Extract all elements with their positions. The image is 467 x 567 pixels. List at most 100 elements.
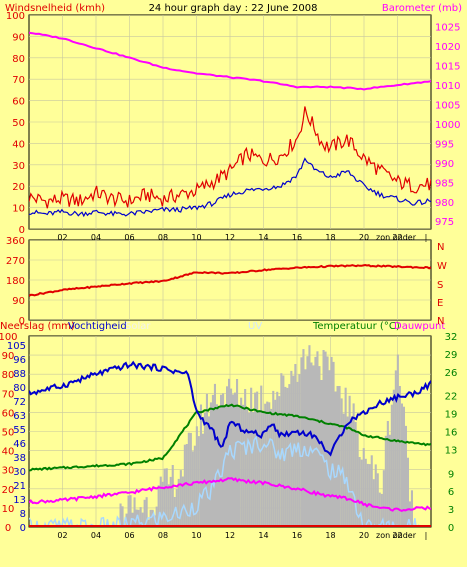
solar-bar: [379, 493, 381, 527]
solar-bar: [335, 392, 337, 528]
x-tick-label: 18: [325, 531, 335, 540]
solar-bar: [288, 384, 290, 527]
y-tick-label-humidity: 30: [13, 467, 26, 478]
y-tick-label-wind: 80: [12, 54, 25, 65]
solar-bar: [260, 386, 262, 527]
solar-bar: [248, 413, 250, 527]
uv-header: UV: [248, 321, 262, 332]
x-tick-label: 14: [258, 531, 268, 540]
y-tick-label-wind: 70: [12, 75, 25, 86]
solar-bar: [363, 448, 365, 527]
solar-bar: [278, 396, 280, 527]
x-tick-label: 20: [359, 531, 369, 540]
solar-header: Solar: [125, 321, 151, 332]
y-tick-label-wind: 30: [12, 161, 25, 172]
y-tick-label-humidity: 21: [13, 481, 26, 492]
solar-bar: [240, 398, 242, 527]
y-tick-label-humidity: 8: [20, 509, 26, 520]
x-tick-label-midnight: |: [425, 531, 428, 540]
y-tick-label-temperature: 6: [448, 487, 454, 498]
sunset-label: zon onder: [376, 233, 417, 242]
y-tick-label-wind: 100: [6, 11, 25, 22]
y-tick-label-direction: 0: [19, 316, 25, 327]
y-tick-label-temperature: 9: [448, 469, 454, 480]
y-tick-label-rain: 0: [5, 523, 11, 534]
x-tick-label: 06: [124, 531, 134, 540]
x-tick-label: 16: [292, 531, 302, 540]
solar-bar: [314, 357, 316, 527]
solar-bar: [373, 479, 375, 527]
y-tick-label-barometer: 980: [435, 198, 454, 209]
solar-bar: [200, 405, 202, 528]
sunset-label: zon onder: [376, 531, 417, 540]
compass-label: S: [437, 280, 443, 291]
y-tick-label-barometer: 1015: [435, 62, 460, 73]
solar-bar: [276, 392, 278, 527]
solar-bar: [345, 388, 347, 527]
wind-direction-grid: [29, 240, 431, 320]
solar-bar: [310, 363, 312, 528]
y-tick-label-temperature: 0: [448, 523, 454, 534]
y-tick-label-barometer: 1025: [435, 23, 460, 34]
solar-bar: [274, 400, 276, 527]
solar-bar: [308, 345, 310, 527]
solar-bar: [214, 384, 216, 527]
solar-bar: [242, 405, 244, 527]
solar-bar: [393, 390, 395, 527]
solar-bar: [387, 421, 389, 527]
y-tick-label-humidity: 38: [13, 453, 26, 464]
compass-label: E: [437, 298, 443, 309]
y-tick-label-wind: 90: [12, 32, 25, 43]
y-tick-label-barometer: 995: [435, 139, 454, 150]
solar-bar: [210, 402, 212, 527]
solar-bar: [306, 356, 308, 527]
solar-bar: [218, 408, 220, 527]
solar-bar: [246, 408, 248, 527]
solar-bar: [220, 395, 222, 527]
y-tick-label-humidity: 63: [13, 411, 26, 422]
y-tick-label-temperature: 22: [445, 392, 458, 403]
y-tick-label-humidity: 0: [20, 523, 26, 534]
solar-bar: [369, 464, 371, 527]
y-tick-label-temperature: 32: [445, 332, 458, 343]
y-tick-label-temperature: 16: [445, 428, 458, 439]
solar-bar: [321, 380, 323, 527]
solar-bar: [339, 386, 341, 527]
solar-bar: [254, 393, 256, 527]
solar-bar: [206, 394, 208, 527]
graph-title: 24 hour graph day : 22 June 2008: [149, 3, 318, 14]
compass-label: N: [437, 316, 444, 327]
humidity-header: Vochtigheid: [68, 321, 127, 332]
solar-bar: [128, 496, 130, 528]
solar-bar: [375, 464, 377, 527]
x-tick-label: 10: [191, 531, 201, 540]
y-tick-label-humidity: 80: [13, 383, 26, 394]
compass-label: N: [437, 242, 444, 253]
solar-bar: [403, 407, 405, 527]
y-tick-label-barometer: 990: [435, 159, 454, 170]
y-tick-label-direction: 270: [6, 256, 25, 267]
solar-bar: [401, 404, 403, 528]
y-tick-label-humidity: 46: [13, 439, 26, 450]
x-tick-label: 08: [158, 531, 168, 540]
x-tick-label: 12: [225, 531, 235, 540]
y-tick-label-wind: 60: [12, 97, 25, 108]
solar-bar: [258, 411, 260, 527]
solar-bar: [399, 386, 401, 527]
y-tick-label-barometer: 1005: [435, 100, 460, 111]
y-tick-label-wind: 10: [12, 204, 25, 215]
solar-bar: [286, 388, 288, 527]
compass-label: W: [437, 261, 447, 272]
x-tick-label: 04: [91, 531, 101, 540]
solar-bar: [389, 435, 391, 527]
solar-bar: [347, 417, 349, 528]
y-tick-label-humidity: 96: [13, 355, 26, 366]
solar-bar: [367, 464, 369, 527]
solar-bar: [226, 386, 228, 527]
y-tick-label-wind: 20: [12, 182, 25, 193]
y-tick-label-direction: 90: [12, 296, 25, 307]
solar-bar: [407, 458, 409, 527]
y-tick-label-humidity: 55: [13, 425, 26, 436]
